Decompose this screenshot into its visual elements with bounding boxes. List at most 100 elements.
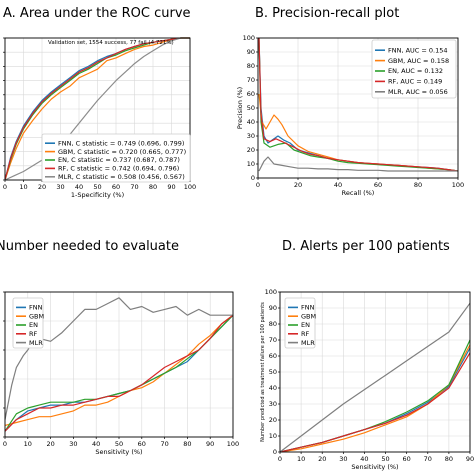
x-tick-label: 70 xyxy=(130,183,138,191)
legend: FNN, AUC = 0.154 GBM, AUC = 0.158 EN, AUC … xyxy=(371,39,457,99)
y-tick-label: 80 xyxy=(269,320,277,328)
legend-label-rf: RF xyxy=(29,330,38,338)
legend-label-roc_mlr: MLR, C statistic = 0.508 (0.456, 0.567) xyxy=(58,173,185,181)
x-tick-label: 60 xyxy=(403,455,411,463)
legend-frame xyxy=(41,133,191,183)
legend-label-mlr: MLR xyxy=(301,339,315,347)
x-tick-label: 60 xyxy=(138,440,146,448)
series-line-mlr xyxy=(279,302,471,453)
y-tick-label: 30 xyxy=(247,132,255,140)
y-tick-label: 40 xyxy=(247,118,255,126)
x-tick-label: 20 xyxy=(294,181,302,189)
legend-frame xyxy=(12,297,44,349)
x-tick-label: 10 xyxy=(297,455,305,463)
panel-title: B. Precision-recall plot xyxy=(255,6,399,21)
x-tick-label: 20 xyxy=(38,183,46,191)
x-tick-label: 40 xyxy=(334,181,342,189)
x-tick-label: 20 xyxy=(46,440,54,448)
x-tick-label: 10 xyxy=(24,440,32,448)
series-line-gbm xyxy=(279,344,471,453)
x-axis-label: Sensitivity (%) xyxy=(351,463,398,471)
x-tick-label: 40 xyxy=(92,440,100,448)
x-tick-label: 90 xyxy=(206,440,214,448)
panel-c: Number needed to evaluate 0 10 20 30 40 50 60 70… xyxy=(0,239,239,456)
y-tick-label: 70 xyxy=(269,336,277,344)
x-tick-label: 100 xyxy=(227,440,239,448)
legend-label-gbm: GBM, C statistic = 0.720 (0.665, 0.777) xyxy=(58,148,186,156)
x-tick-label: 30 xyxy=(69,440,77,448)
legend-label-fnn: FNN, C statistic = 0.749 (0.696, 0.799) xyxy=(58,139,184,147)
y-tick-label: 40 xyxy=(269,384,277,392)
panel-title: D. Alerts per 100 patients xyxy=(282,239,450,254)
y-tick-label: 90 xyxy=(269,304,277,312)
panel-d: D. Alerts per 100 patients 0 10 20 30 40 50 60 7… xyxy=(260,239,474,471)
x-tick-label: 80 xyxy=(183,440,191,448)
y-axis-label: Precision (%) xyxy=(236,87,244,129)
x-tick-label: 0 xyxy=(278,455,282,463)
x-tick-label: 60 xyxy=(374,181,382,189)
legend-label-fnn: FNN, AUC = 0.154 xyxy=(388,46,448,54)
y-axis-label: Number predicted as treatment failure pe… xyxy=(260,302,266,442)
x-tick-label: 100 xyxy=(452,181,464,189)
y-tick-label: 70 xyxy=(247,76,255,84)
x-tick-label: 80 xyxy=(149,183,157,191)
y-tick-label: 20 xyxy=(247,146,255,154)
panel-b: B. Precision-recall plot 0 20 40 60 80 100 0 10 2… xyxy=(236,6,464,197)
legend-label-gbm: GBM xyxy=(301,312,316,320)
x-tick-label: 0 xyxy=(256,181,260,189)
y-tick-label: 60 xyxy=(269,352,277,360)
y-tick-label: 0 xyxy=(273,448,277,456)
y-tick-label: 10 xyxy=(269,432,277,440)
y-tick-label: 0 xyxy=(251,174,255,182)
y-tick-label: 30 xyxy=(269,400,277,408)
legend-label-en: EN, AUC = 0.132 xyxy=(388,67,443,75)
y-tick-label: 20 xyxy=(269,416,277,424)
panel-title: A. Area under the ROC curve xyxy=(3,6,191,21)
y-tick-label: 80 xyxy=(247,62,255,70)
x-axis-label: Recall (%) xyxy=(342,189,375,197)
panel-title: Number needed to evaluate xyxy=(0,239,179,254)
y-tick-label: 10 xyxy=(247,160,255,168)
x-tick-label: 40 xyxy=(75,183,83,191)
annotation: Validation set, 1554 success, 77 fail (4… xyxy=(48,40,174,46)
x-tick-label: 30 xyxy=(339,455,347,463)
x-tick-label: 50 xyxy=(115,440,123,448)
series-line-en xyxy=(4,314,234,432)
x-tick-label: 0 xyxy=(3,440,7,448)
y-tick-label: 100 xyxy=(265,288,277,296)
legend-label-en: EN xyxy=(29,321,38,329)
y-tick-label: 50 xyxy=(247,104,255,112)
x-tick-label: 70 xyxy=(424,455,432,463)
x-axis-label: 1-Specificity (%) xyxy=(71,191,124,199)
x-tick-label: 50 xyxy=(93,183,101,191)
x-tick-label: 80 xyxy=(414,181,422,189)
legend: FNN, C statistic = 0.749 (0.696, 0.799)G… xyxy=(41,133,191,183)
series-line-rf xyxy=(279,352,471,453)
x-tick-label: 100 xyxy=(184,183,196,191)
x-tick-label: 70 xyxy=(160,440,168,448)
x-tick-label: 0 xyxy=(3,183,7,191)
y-tick-label: 100 xyxy=(243,34,255,42)
x-axis-label: Sensitivity (%) xyxy=(95,448,142,456)
x-tick-label: 20 xyxy=(318,455,326,463)
y-tick-label: 60 xyxy=(247,90,255,98)
x-tick-label: 60 xyxy=(112,183,120,191)
series-line-mlr xyxy=(258,156,458,172)
legend-label-mlr: MLR xyxy=(29,339,43,347)
x-tick-label: 90 xyxy=(466,455,474,463)
legend-label-rf: RF xyxy=(301,330,310,338)
y-tick-label: 50 xyxy=(269,368,277,376)
x-tick-label: 30 xyxy=(56,183,64,191)
legend-label-en: EN, C statistic = 0.737 (0.687, 0.787) xyxy=(58,156,180,164)
series-line-gbm xyxy=(4,37,190,181)
legend-label-mlr: MLR, AUC = 0.056 xyxy=(388,88,448,96)
legend-frame xyxy=(371,39,457,99)
legend-label-gbm: GBM xyxy=(29,312,44,320)
x-tick-label: 50 xyxy=(381,455,389,463)
series-line-rf xyxy=(4,314,234,432)
legend-label-rf: RF, AUC = 0.149 xyxy=(388,78,442,86)
series-line-mlr xyxy=(4,297,233,420)
